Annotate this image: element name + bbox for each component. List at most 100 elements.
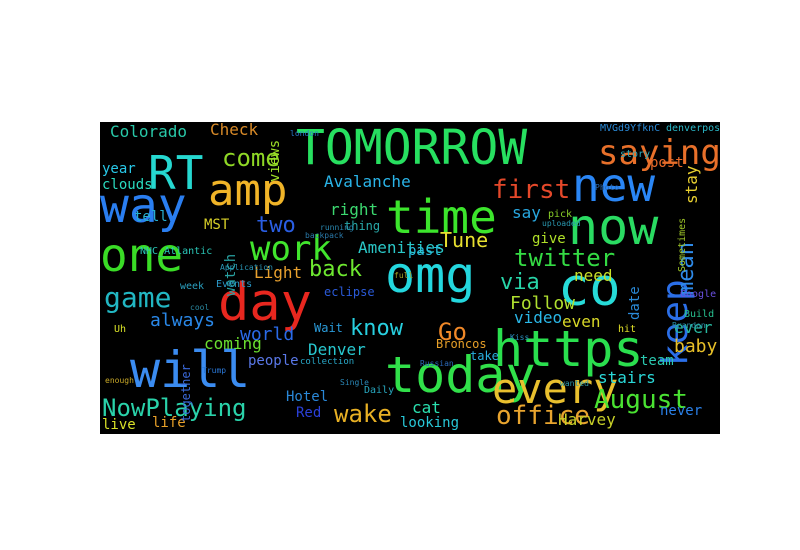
cloud-word: people bbox=[248, 353, 299, 369]
cloud-word: day bbox=[218, 273, 312, 333]
cloud-word: Red bbox=[296, 405, 322, 421]
cloud-word: work bbox=[250, 229, 332, 269]
cloud-word: wake bbox=[334, 400, 392, 428]
cloud-word: Daily bbox=[364, 385, 395, 396]
cloud-word: wanted bbox=[560, 379, 589, 388]
cloud-word: every bbox=[492, 364, 619, 413]
cloud-word: backpack bbox=[305, 231, 344, 240]
cloud-word: together bbox=[179, 363, 193, 422]
cloud-word: video bbox=[514, 308, 563, 327]
cloud-word: first bbox=[492, 175, 571, 205]
cloud-word: baby bbox=[674, 336, 718, 357]
cloud-word: via bbox=[500, 270, 540, 295]
cloud-word: August bbox=[594, 385, 688, 415]
cloud-word: two bbox=[256, 213, 296, 238]
cloud-word: Light bbox=[254, 263, 303, 282]
cloud-word: back bbox=[309, 257, 362, 282]
cloud-word: past bbox=[408, 243, 442, 259]
cloud-word: running bbox=[320, 223, 354, 232]
cloud-word: cat bbox=[412, 398, 441, 417]
cloud-word: stairs bbox=[598, 368, 656, 387]
cloud-word: Go bbox=[438, 318, 467, 346]
cloud-word: Kiss bbox=[510, 333, 530, 342]
cloud-word: uploaded bbox=[542, 219, 581, 228]
cloud-word: Sometimes bbox=[677, 217, 688, 272]
cloud-word: london bbox=[290, 129, 319, 138]
cloud-word: Follow bbox=[510, 293, 576, 314]
cloud-word: Amenities bbox=[358, 238, 445, 257]
cloud-word: MVGd9YfknC bbox=[600, 123, 661, 134]
cloud-word: come bbox=[222, 144, 280, 172]
cloud-word: Photo bbox=[595, 183, 620, 192]
cloud-word: post bbox=[650, 155, 684, 171]
cloud-word: way bbox=[100, 178, 187, 234]
cloud-word: life bbox=[152, 415, 186, 431]
cloud-word: time bbox=[386, 190, 497, 244]
cloud-word: one bbox=[100, 228, 184, 282]
cloud-word: say bbox=[512, 203, 541, 222]
cloud-word: Build bbox=[684, 309, 715, 320]
cloud-word: ever bbox=[674, 318, 713, 337]
cloud-word: enough bbox=[105, 376, 134, 385]
cloud-word: world bbox=[240, 324, 295, 345]
cloud-word: NowPlaying bbox=[102, 394, 247, 422]
cloud-word: never bbox=[660, 403, 703, 419]
cloud-word: right bbox=[330, 200, 379, 219]
cloud-word: saying bbox=[598, 133, 720, 173]
cloud-word: need bbox=[574, 266, 613, 285]
cloud-word: RT bbox=[148, 146, 204, 200]
cloud-word: Avalanche bbox=[324, 172, 411, 191]
cloud-word: Colorado bbox=[110, 122, 188, 141]
cloud-word: NHC_Atlantic bbox=[140, 246, 213, 257]
cloud-word: omg bbox=[385, 246, 476, 304]
cloud-word: MST bbox=[204, 217, 230, 233]
cloud-word: cool bbox=[190, 303, 210, 312]
cloud-word: Google bbox=[680, 289, 717, 300]
cloud-word: story bbox=[620, 149, 651, 160]
cloud-word: Russian bbox=[420, 359, 454, 368]
cloud-word: today bbox=[385, 346, 536, 404]
cloud-word: co bbox=[558, 258, 621, 318]
cloud-word: Events bbox=[216, 279, 253, 290]
cloud-word: Check bbox=[210, 122, 259, 139]
cloud-word: https bbox=[493, 320, 644, 378]
cloud-word: coming bbox=[204, 334, 262, 353]
cloud-word: even bbox=[562, 312, 601, 331]
cloud-word: now bbox=[568, 198, 659, 256]
cloud-word: Brandon bbox=[672, 321, 706, 330]
cloud-word: thing bbox=[344, 219, 381, 233]
cloud-word: team bbox=[640, 353, 674, 369]
cloud-word: live bbox=[102, 417, 136, 433]
cloud-word: Application bbox=[220, 263, 273, 272]
cloud-word: denverpost bbox=[666, 123, 720, 134]
cloud-word: will bbox=[130, 341, 251, 399]
cloud-word: views bbox=[267, 139, 283, 182]
cloud-word: office bbox=[496, 401, 590, 431]
cloud-word: full bbox=[394, 271, 414, 280]
cloud-word: Harvey bbox=[558, 410, 616, 429]
cloud-word: Hotel bbox=[286, 389, 329, 405]
cloud-word: give bbox=[532, 231, 566, 247]
cloud-word: year bbox=[102, 161, 136, 177]
cloud-word: know bbox=[350, 316, 403, 341]
cloud-word: Wait bbox=[314, 321, 343, 335]
cloud-word: twitter bbox=[514, 244, 616, 272]
cloud-word: week bbox=[180, 281, 205, 292]
cloud-word: Denver bbox=[308, 340, 366, 359]
cloud-word: Broncos bbox=[436, 337, 487, 351]
cloud-word: Tune bbox=[440, 228, 489, 252]
cloud-word: clouds bbox=[102, 177, 153, 193]
cloud-word: Uh bbox=[114, 324, 127, 335]
word-cloud: TOMORROW https today will omg day co time now new… bbox=[100, 122, 720, 434]
cloud-word: date bbox=[627, 285, 643, 320]
cloud-word: game bbox=[104, 281, 172, 314]
cloud-word: collection bbox=[300, 357, 355, 367]
cloud-word: TOMORROW bbox=[296, 122, 528, 176]
cloud-word: stay bbox=[682, 165, 701, 205]
cloud-word: looking bbox=[400, 415, 460, 431]
cloud-word: Single bbox=[340, 378, 369, 387]
cloud-word: tell bbox=[134, 209, 168, 225]
cloud-word: amp bbox=[208, 165, 288, 216]
cloud-word: eclipse bbox=[324, 285, 375, 299]
cloud-word: hit bbox=[618, 324, 637, 335]
